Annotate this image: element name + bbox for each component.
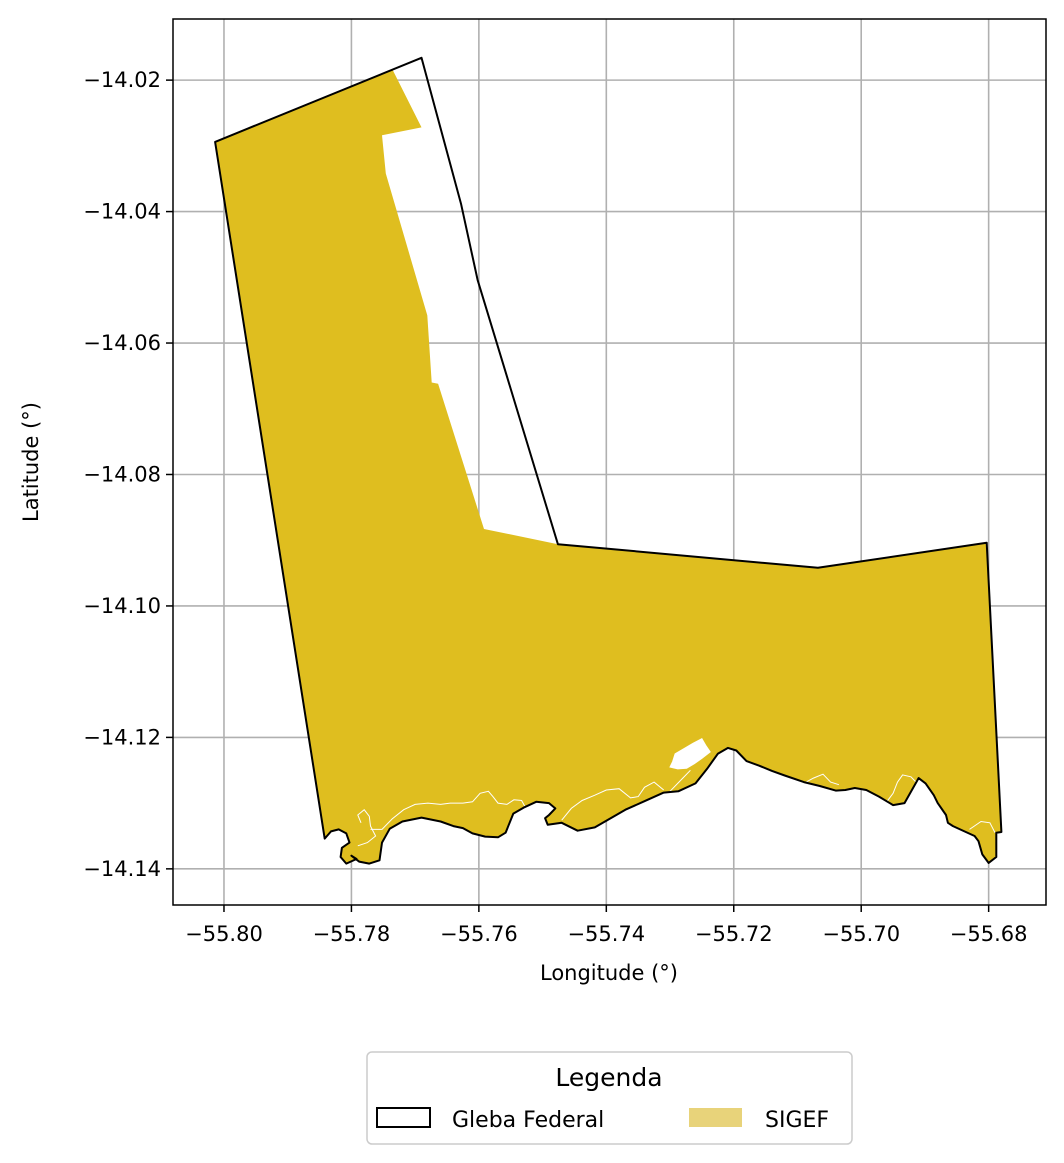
legend-title: Legenda (555, 1063, 662, 1092)
y-tick-label: −14.02 (83, 68, 161, 92)
y-tick-label: −14.06 (83, 331, 161, 355)
sigef-white-gap (669, 738, 711, 770)
x-tick-label: −55.72 (695, 922, 773, 946)
y-axis-ticks: −14.02 −14.04 −14.06 −14.08 −14.10 −14.12 −14.… (83, 68, 173, 881)
sigef-parcel-boundary (357, 808, 377, 847)
sigef-parcel-boundary (669, 769, 691, 792)
sigef-polygon (215, 69, 1002, 864)
y-tick-label: −14.08 (83, 462, 161, 486)
legend-label-sigef: SIGEF (765, 1108, 829, 1133)
x-axis-label: Longitude (°) (540, 961, 678, 985)
y-tick-label: −14.10 (83, 594, 161, 618)
sigef-parcel-boundary (886, 774, 918, 803)
x-tick-label: −55.70 (822, 922, 900, 946)
gleba-federal-polygon (214, 56, 1003, 865)
legend: Legenda Gleba Federal SIGEF (366, 1051, 853, 1145)
y-axis-label: Latitude (°) (19, 402, 43, 522)
y-tick-label: −14.14 (83, 857, 161, 881)
sigef-internal-boundaries (357, 769, 996, 847)
sigef-parcel-boundary (969, 820, 996, 833)
x-axis-ticks: −55.80 −55.78 −55.76 −55.74 −55.72 −55.70 −55.… (185, 905, 1028, 946)
x-tick-label: −55.76 (440, 922, 518, 946)
legend-swatch-sigef (689, 1108, 742, 1127)
y-tick-label: −14.04 (83, 200, 161, 224)
legend-swatch-gleba-federal (376, 1107, 431, 1128)
x-tick-label: −55.74 (567, 922, 645, 946)
x-tick-label: −55.68 (950, 922, 1028, 946)
legend-label-gleba-federal: Gleba Federal (452, 1108, 604, 1133)
plot-frame (172, 18, 1047, 906)
y-tick-label: −14.12 (83, 725, 161, 749)
sigef-parcel-boundary (799, 773, 840, 786)
x-tick-label: −55.78 (313, 922, 391, 946)
x-tick-label: −55.80 (185, 922, 263, 946)
sigef-parcel-boundary (561, 781, 665, 821)
